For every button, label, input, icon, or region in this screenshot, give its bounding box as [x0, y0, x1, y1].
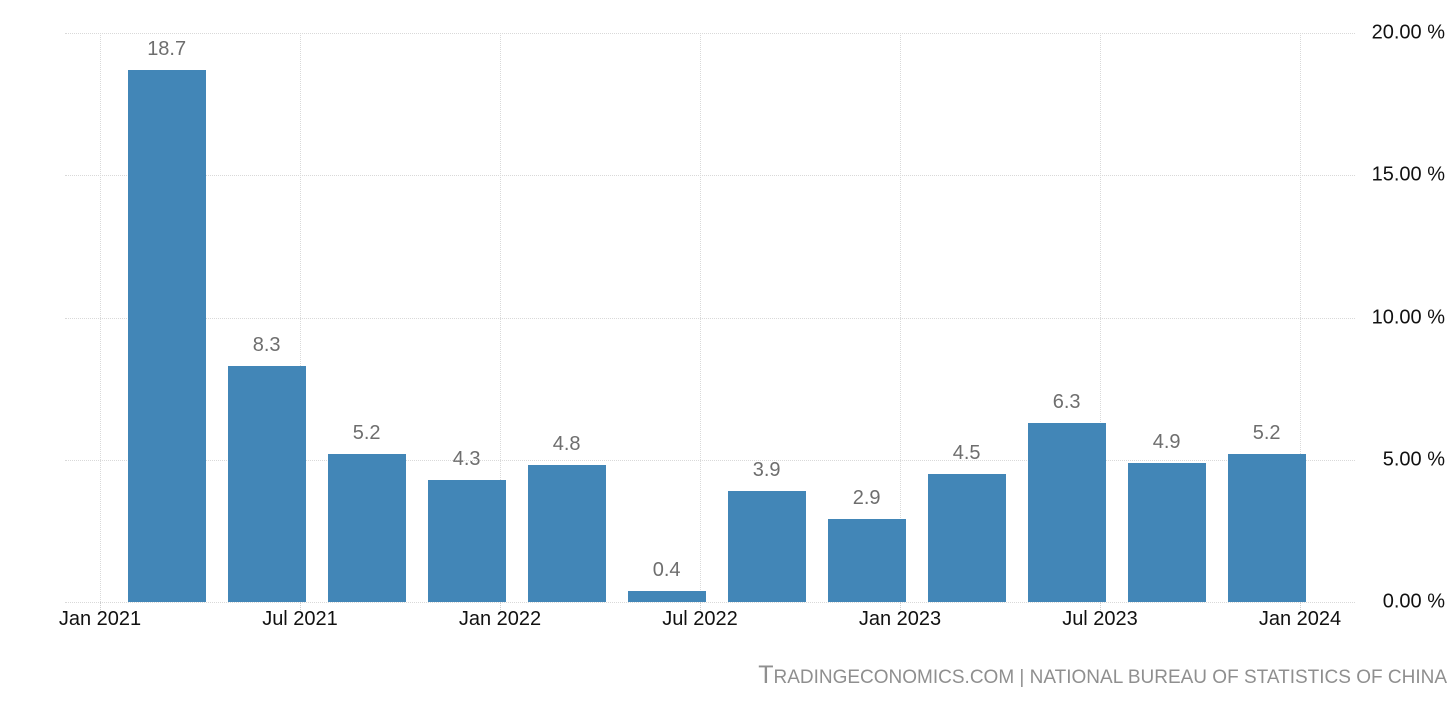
x-tick-label: Jul 2023 — [1062, 608, 1138, 630]
brand-text: RADINGECONOMICS.COM — [773, 667, 1015, 688]
bar-value-label: 4.5 — [952, 441, 981, 464]
bar — [527, 465, 606, 602]
y-gridline — [65, 317, 1355, 319]
bar — [1227, 454, 1306, 602]
x-gridline — [1100, 33, 1101, 602]
bar — [1127, 462, 1206, 602]
bar-value-label: 3.9 — [752, 459, 781, 482]
x-gridline — [1300, 33, 1301, 602]
x-axis-tick — [1300, 602, 1301, 610]
bar-value-label: 5.2 — [352, 422, 381, 445]
bar — [227, 365, 306, 602]
bar-value-label: 5.2 — [1252, 422, 1281, 445]
x-axis-tick — [500, 602, 501, 610]
y-gridline — [65, 33, 1355, 34]
y-tick-label: 0.00 % — [1382, 590, 1445, 613]
x-axis-tick — [300, 602, 301, 610]
y-gridline — [65, 602, 1355, 603]
x-gridline — [300, 33, 301, 602]
x-tick-label: Jan 2021 — [58, 608, 142, 630]
y-gridline — [65, 459, 1355, 461]
x-tick-label: Jan 2022 — [458, 608, 542, 630]
y-gridline — [65, 175, 1355, 177]
y-tick-label: 5.00 % — [1382, 448, 1445, 471]
x-gridline — [900, 33, 901, 602]
bar — [927, 473, 1006, 602]
bar-value-label: 18.7 — [147, 37, 187, 60]
y-tick-label: 15.00 % — [1371, 163, 1445, 186]
source-credit: TRADINGECONOMICS.COM | NATIONAL BUREAU O… — [758, 661, 1447, 690]
bar — [727, 491, 806, 602]
x-tick-label: Jul 2021 — [262, 608, 338, 630]
x-tick-label: Jan 2024 — [1258, 608, 1342, 630]
x-gridline — [100, 33, 101, 602]
credit-separator: | — [1014, 667, 1030, 688]
brand-initial: T — [758, 661, 774, 689]
x-axis-tick — [900, 602, 901, 610]
bar-value-label: 6.3 — [1052, 390, 1081, 413]
data-source-text: NATIONAL BUREAU OF STATISTICS OF CHINA — [1029, 667, 1447, 688]
bar — [427, 479, 506, 602]
bar — [1027, 422, 1106, 602]
y-tick-label: 20.00 % — [1371, 21, 1445, 44]
y-tick-label: 10.00 % — [1371, 306, 1445, 328]
bar-value-label: 4.3 — [452, 447, 481, 470]
bar — [627, 590, 706, 602]
bar-value-label: 8.3 — [252, 333, 281, 356]
x-axis-tick — [100, 602, 101, 610]
bar — [327, 454, 406, 602]
bar-value-label: 4.8 — [552, 433, 581, 456]
x-tick-label: Jan 2023 — [858, 608, 942, 630]
bar-value-label: 4.9 — [1152, 430, 1181, 453]
bar-value-label: 0.4 — [652, 558, 681, 581]
x-gridline — [700, 33, 701, 602]
x-axis-tick — [1100, 602, 1101, 610]
bar-value-label: 2.9 — [852, 487, 881, 510]
bar — [127, 69, 206, 602]
plot-area: 18.7 8.3 5.2 4.3 4.8 0.4 3.9 2.9 4.5 6.3 4.9 5.2 — [65, 33, 1355, 610]
x-tick-label: Jul 2022 — [662, 608, 738, 630]
bar — [827, 519, 906, 602]
x-gridline — [500, 33, 501, 602]
x-axis-tick — [700, 602, 701, 610]
